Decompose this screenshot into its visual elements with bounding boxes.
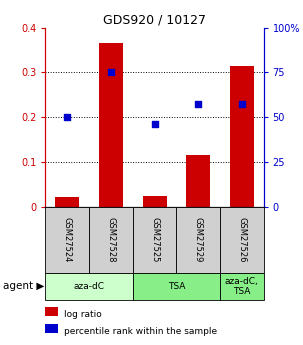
Bar [176, 207, 220, 273]
Text: GSM27524: GSM27524 [63, 217, 72, 263]
Bar [55, 197, 79, 207]
Bar [186, 155, 210, 207]
Bar [99, 43, 123, 207]
Text: percentile rank within the sample: percentile rank within the sample [64, 327, 217, 336]
Text: GSM27529: GSM27529 [194, 217, 203, 263]
Point [239, 101, 244, 107]
Text: GSM27526: GSM27526 [237, 217, 246, 263]
Point [65, 115, 70, 120]
Text: GSM27525: GSM27525 [150, 217, 159, 263]
Text: aza-dC,
TSA: aza-dC, TSA [225, 277, 259, 296]
Bar [133, 273, 220, 300]
Point [108, 70, 113, 75]
Point [196, 101, 201, 107]
Bar [45, 207, 89, 273]
Text: TSA: TSA [168, 282, 185, 291]
Point [152, 121, 157, 127]
Bar [133, 207, 176, 273]
Bar [220, 273, 264, 300]
Bar [220, 207, 264, 273]
Title: GDS920 / 10127: GDS920 / 10127 [103, 13, 206, 27]
Text: log ratio: log ratio [64, 310, 102, 319]
Text: agent ▶: agent ▶ [3, 282, 45, 291]
Bar [142, 196, 167, 207]
Bar [230, 66, 254, 207]
Text: aza-dC: aza-dC [74, 282, 105, 291]
Text: GSM27528: GSM27528 [106, 217, 115, 263]
Bar [45, 273, 133, 300]
Bar [89, 207, 133, 273]
